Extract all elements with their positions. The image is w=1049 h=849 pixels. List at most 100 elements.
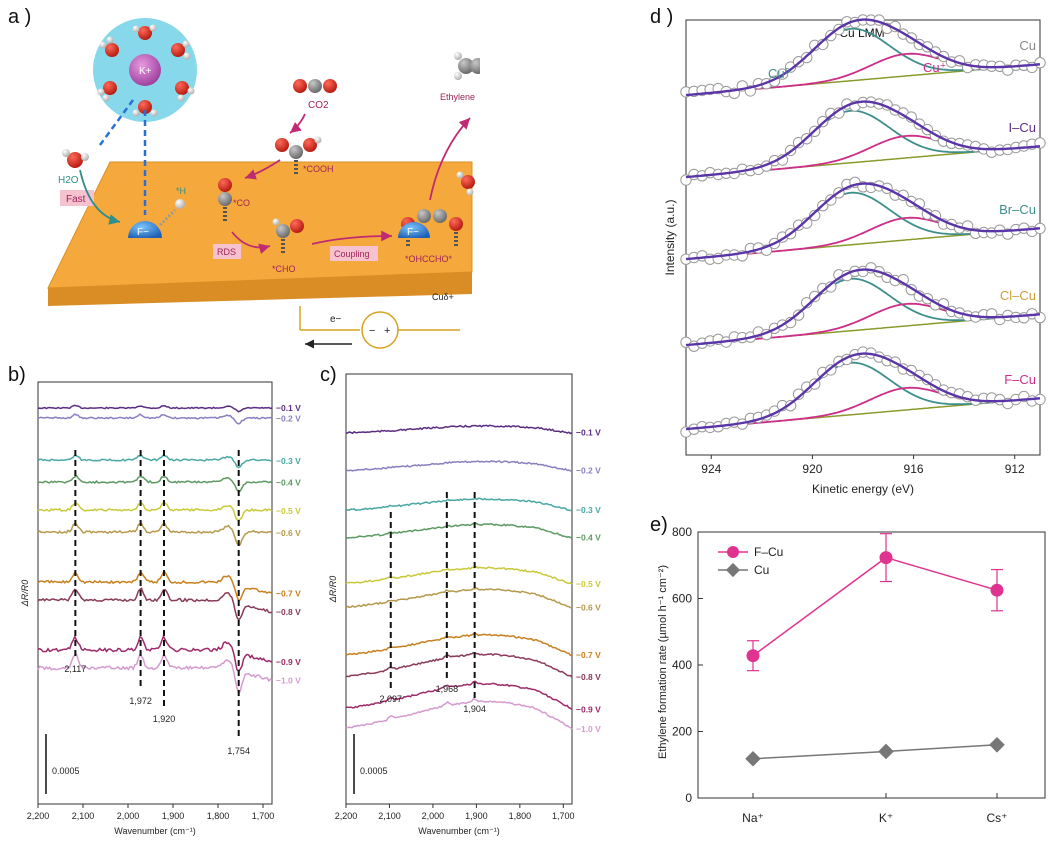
series-line bbox=[37, 652, 273, 695]
x-tick-label: 2,100 bbox=[378, 811, 401, 821]
x-tick-label: 916 bbox=[904, 462, 924, 476]
cho-intermediate bbox=[272, 218, 304, 254]
x-tick-label: 2,000 bbox=[117, 811, 140, 821]
rds-label: RDS bbox=[217, 247, 236, 257]
x-tick-label: 2,000 bbox=[422, 811, 445, 821]
coupling-box bbox=[330, 246, 378, 261]
series-line bbox=[345, 459, 573, 472]
fluoride-overlay: F− bbox=[398, 222, 430, 238]
cho-label: *CHO bbox=[272, 264, 296, 274]
x-tick-label: K⁺ bbox=[879, 811, 893, 825]
fast-label: Fast bbox=[66, 194, 86, 205]
x-axis-label: Wavenumber (cm⁻¹) bbox=[114, 826, 195, 836]
peak-label: 1,904 bbox=[463, 704, 486, 714]
coupling-label: Coupling bbox=[334, 249, 370, 259]
series-label: −0.7 V bbox=[576, 650, 601, 660]
series-label: −0.8 V bbox=[576, 672, 601, 682]
external-circuit bbox=[299, 306, 460, 349]
series-label: −0.2 V bbox=[576, 466, 601, 476]
series-label: −0.6 V bbox=[576, 603, 601, 613]
x-tick-label: Na⁺ bbox=[742, 811, 764, 825]
x-tick-label: 2,100 bbox=[72, 811, 95, 821]
y-tick-label: 600 bbox=[672, 592, 692, 606]
data-point bbox=[825, 281, 837, 293]
series-label: −0.1 V bbox=[576, 428, 601, 438]
series-line bbox=[37, 587, 273, 621]
fluoride-label-right: F− bbox=[407, 227, 419, 238]
x-tick-label: 920 bbox=[802, 462, 822, 476]
fluoride-site-right bbox=[398, 222, 430, 238]
surface-label: Cuδ+ bbox=[432, 292, 454, 302]
ethylene-label: Ethylene bbox=[440, 92, 475, 102]
series-label: −0.7 V bbox=[276, 588, 301, 598]
x-tick-label: 2,200 bbox=[335, 811, 358, 821]
y-axis-label: ΔR/R0 bbox=[328, 576, 338, 604]
data-point bbox=[879, 551, 893, 565]
series-label: −0.3 V bbox=[576, 505, 601, 515]
legend-label: Cu bbox=[754, 563, 769, 577]
series-label: −0.2 V bbox=[276, 413, 301, 423]
x-tick-label: 2,200 bbox=[27, 811, 50, 821]
data-point bbox=[745, 750, 761, 767]
fast-box bbox=[60, 190, 94, 206]
series-line bbox=[345, 632, 573, 657]
y-axis-label: Intensity (a.u.) bbox=[663, 199, 677, 275]
sample-label: Br–Cu bbox=[999, 202, 1036, 217]
x-tick-label: 1,800 bbox=[509, 811, 532, 821]
series-line bbox=[345, 522, 572, 540]
peak-label: 1,754 bbox=[227, 746, 250, 756]
series-line bbox=[37, 404, 273, 413]
data-point bbox=[990, 583, 1004, 597]
series-label: −0.3 V bbox=[276, 456, 301, 466]
series-line bbox=[752, 744, 998, 760]
sample-label: F–Cu bbox=[1004, 372, 1036, 387]
water-molecule-left bbox=[62, 149, 89, 168]
h-ads-label: *H bbox=[176, 186, 186, 196]
series-line bbox=[37, 634, 273, 673]
x-axis-label: Kinetic energy (eV) bbox=[812, 482, 914, 496]
co-intermediate bbox=[218, 178, 232, 222]
panel-d-label: d ) bbox=[650, 6, 674, 28]
data-point bbox=[784, 61, 797, 73]
series-label: −0.4 V bbox=[276, 478, 301, 488]
schematic: Cuδ+ K+ H2O Fast F− *H CO2 bbox=[47, 18, 480, 349]
series-label: −0.5 V bbox=[276, 506, 301, 516]
panel-b-label: b) bbox=[8, 364, 26, 386]
series-line bbox=[752, 556, 998, 657]
panel-a-label: a ) bbox=[8, 6, 32, 28]
series-line bbox=[37, 522, 273, 547]
cu0-component bbox=[685, 191, 1041, 260]
cu0-label: Cu⁰ bbox=[768, 66, 790, 81]
spectra-chart-b: 2,200 2,100 2,000 1,900 1,800 1,700 Wavenumber… bbox=[20, 381, 301, 836]
envelope-fit bbox=[685, 352, 1041, 431]
cation-label: K+ bbox=[139, 66, 152, 77]
water-molecules bbox=[97, 24, 195, 117]
sample-label: I–Cu bbox=[1009, 120, 1036, 135]
x-tick-label: 1,900 bbox=[465, 811, 488, 821]
x-tick-label: 912 bbox=[1005, 462, 1025, 476]
rds-box bbox=[213, 244, 241, 259]
legend-marker bbox=[725, 562, 741, 578]
plus-label: + bbox=[384, 325, 390, 337]
series-label: −0.6 V bbox=[276, 528, 301, 538]
ethylene-molecule bbox=[454, 52, 480, 80]
series-line bbox=[345, 697, 573, 730]
scale-bar-label: 0.0005 bbox=[52, 766, 80, 776]
ohccho-label: *OHCCHO* bbox=[405, 254, 453, 264]
series-label: −1.0 V bbox=[276, 675, 301, 685]
data-point bbox=[746, 649, 760, 663]
panel-e: e) 0 200 400 600 800 Na⁺ K⁺ Cs⁺ Ethylene formati… bbox=[640, 510, 1049, 849]
series-label: −0.4 V bbox=[576, 532, 601, 542]
sample-label: Cl–Cu bbox=[1000, 288, 1036, 303]
series-line bbox=[37, 413, 273, 425]
series-label: −0.8 V bbox=[276, 607, 301, 617]
x-tick-label: 1,900 bbox=[162, 811, 185, 821]
peak-label: 1,968 bbox=[436, 684, 459, 694]
data-point bbox=[878, 743, 894, 760]
spectra-chart-c: 2,200 2,100 2,000 1,900 1,800 1,700 Wavenumber… bbox=[328, 373, 601, 836]
series-label: −1.0 V bbox=[576, 724, 601, 734]
data-point bbox=[809, 290, 821, 303]
peak-label: 2,097 bbox=[379, 694, 402, 704]
cooh-intermediate bbox=[275, 136, 322, 175]
